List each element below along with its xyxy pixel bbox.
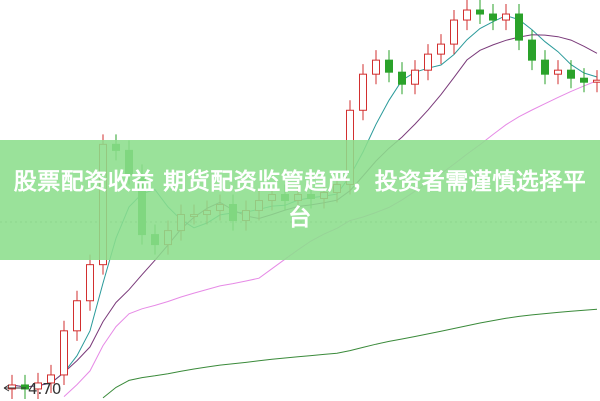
candle-body (450, 19, 458, 45)
candle-body (372, 59, 380, 75)
candle-body (580, 77, 588, 83)
candle-body (411, 69, 419, 85)
candle-body (398, 71, 406, 85)
candle-body (34, 382, 42, 390)
ma60-line (102, 308, 598, 399)
candle-body (424, 53, 432, 71)
headline-banner: 股票配资收益 期货配资监管趋严，投资者需谨慎选择平台 (0, 140, 600, 260)
candle-body (593, 79, 600, 83)
candle-body (554, 69, 562, 75)
price-label: 4.70 (28, 380, 62, 398)
candle-body (8, 384, 16, 390)
arrow-icon (3, 384, 26, 392)
headline: 股票配资收益 期货配资监管趋严，投资者需谨慎选择平台 (13, 169, 587, 231)
candle-body (73, 300, 81, 332)
candle-body (476, 9, 484, 15)
candle-body (463, 9, 471, 21)
candle-body (21, 384, 29, 390)
candle-body (515, 13, 523, 41)
candle-body (437, 43, 445, 55)
candle-body (489, 13, 497, 21)
candle-body (385, 59, 393, 73)
candle-body (60, 330, 68, 376)
candle-body (567, 69, 575, 79)
candle-body (528, 39, 536, 61)
candle-body (86, 264, 94, 302)
candle-body (541, 59, 549, 75)
candle-body (502, 13, 510, 21)
candle-body (47, 374, 55, 384)
candle-body (359, 73, 367, 111)
